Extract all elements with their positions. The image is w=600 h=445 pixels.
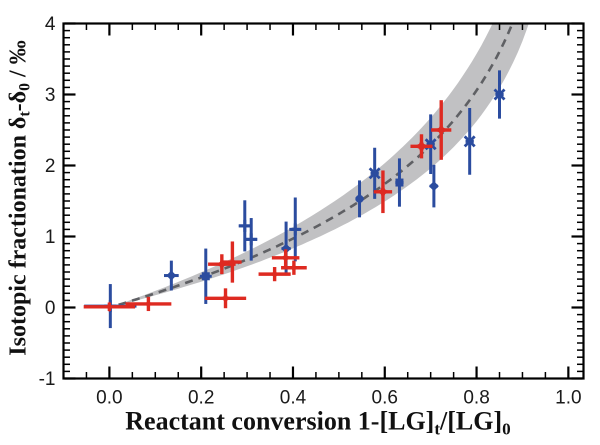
blue-data-point bbox=[493, 70, 506, 119]
red-data-point bbox=[281, 260, 307, 275]
plus-marker-icon bbox=[238, 219, 251, 232]
subscript: t bbox=[16, 111, 34, 117]
model-curve bbox=[118, 23, 514, 307]
plot-frame bbox=[62, 22, 585, 380]
subscript: 0 bbox=[502, 419, 511, 439]
dot-marker-icon bbox=[355, 194, 364, 203]
subscript: 0 bbox=[16, 82, 34, 91]
red-series bbox=[83, 100, 452, 313]
star-marker-icon bbox=[375, 184, 391, 200]
red-data-point bbox=[258, 267, 291, 282]
red-data-point bbox=[223, 241, 242, 283]
star-marker-icon bbox=[214, 257, 229, 272]
red-data-point bbox=[410, 134, 433, 159]
square-marker-icon bbox=[395, 178, 404, 187]
y-tick-label: 4 bbox=[45, 14, 56, 35]
x-tick-label: 0.4 bbox=[280, 388, 307, 409]
tick-labels: 0.0 0.2 0.4 0.6 0.8 1.0 -1 0 1 2 3 4 bbox=[39, 14, 582, 409]
x-tick-label: 1.0 bbox=[555, 388, 581, 409]
blue-data-point bbox=[428, 164, 439, 208]
x-marker-icon bbox=[463, 135, 476, 148]
star-marker-icon bbox=[103, 301, 115, 313]
diamond-marker-icon bbox=[281, 243, 292, 254]
star-marker-icon bbox=[219, 291, 233, 305]
blue-data-point bbox=[355, 180, 364, 218]
y-tick-label: -1 bbox=[39, 369, 56, 390]
star-marker-icon bbox=[268, 268, 281, 281]
y-tick-label: 2 bbox=[45, 156, 56, 177]
blue-data-point bbox=[245, 218, 258, 261]
star-marker-icon bbox=[142, 298, 154, 310]
red-data-point bbox=[431, 100, 452, 160]
x-marker-icon bbox=[368, 167, 381, 180]
x-tick-label: 0.8 bbox=[463, 388, 489, 409]
red-data-point bbox=[373, 170, 393, 214]
x-tick-label: 0.2 bbox=[188, 388, 214, 409]
x-tick-label: 0.6 bbox=[372, 388, 398, 409]
y-tick-label: 1 bbox=[45, 227, 56, 248]
red-data-point bbox=[83, 301, 136, 313]
plus-marker-icon bbox=[289, 223, 302, 236]
confidence-band bbox=[118, 23, 529, 305]
star-marker-icon bbox=[287, 261, 300, 274]
x-axis-label: Reactant conversion 1-[LG]t/[LG]0 bbox=[125, 406, 511, 439]
red-data-point bbox=[125, 296, 172, 312]
diamond-marker-icon bbox=[428, 181, 439, 192]
axis-ticks bbox=[64, 22, 583, 380]
diamond-marker-icon bbox=[166, 270, 177, 281]
y-tick-label: 0 bbox=[45, 298, 56, 319]
red-data-point bbox=[271, 249, 300, 267]
x-tick-label: 0.0 bbox=[96, 388, 122, 409]
blue-data-point bbox=[164, 260, 179, 291]
blue-data-point bbox=[395, 158, 404, 207]
plus-marker-icon bbox=[245, 233, 258, 246]
star-marker-icon bbox=[226, 256, 239, 269]
blue-data-point bbox=[238, 200, 251, 252]
y-tick-label: 3 bbox=[45, 85, 56, 106]
x-marker-icon bbox=[493, 88, 506, 101]
star-marker-icon bbox=[433, 122, 449, 138]
blue-data-point bbox=[199, 248, 212, 304]
subscript: t bbox=[434, 419, 441, 439]
y-axis-label: Isotopic fractionation δt-δ0 / ‰ bbox=[5, 40, 34, 356]
red-data-point bbox=[204, 288, 247, 309]
blue-data-point bbox=[289, 197, 302, 262]
star-marker-icon bbox=[279, 251, 293, 265]
square-marker-icon bbox=[201, 272, 210, 281]
blue-data-point bbox=[463, 107, 476, 175]
star-marker-icon bbox=[413, 138, 430, 155]
